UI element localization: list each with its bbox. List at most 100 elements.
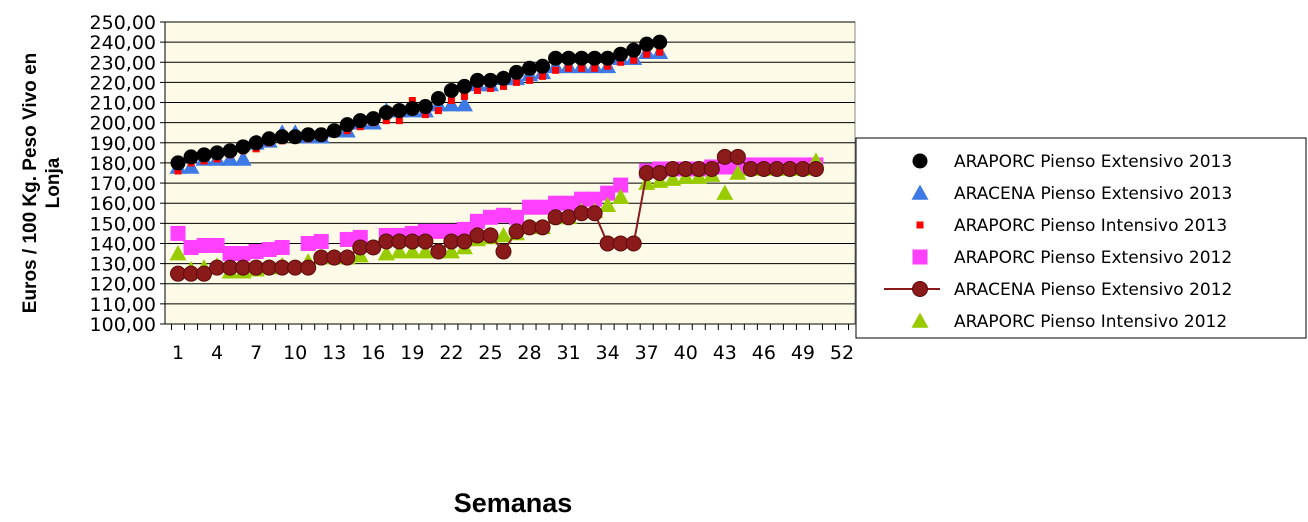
x-tick-label: 25 — [478, 342, 502, 364]
data-point — [455, 96, 473, 112]
data-point — [456, 221, 472, 237]
data-point — [807, 160, 824, 177]
x-tick-label: 34 — [596, 342, 620, 364]
data-point — [300, 127, 316, 143]
data-point — [434, 107, 442, 115]
data-point — [339, 117, 355, 133]
data-point — [625, 235, 642, 252]
data-point — [499, 82, 507, 90]
legend-item: ARAPORC Pienso Intensivo 2012 — [911, 312, 1227, 332]
data-point — [534, 219, 551, 236]
data-point — [565, 64, 573, 72]
x-axis-title: Semanas — [454, 488, 573, 518]
data-point — [535, 58, 551, 74]
legend-item: ARACENA Pienso Extensivo 2013 — [911, 184, 1232, 204]
y-tick-label: 210,00 — [90, 93, 156, 115]
data-point — [196, 147, 212, 163]
y-tick-label: 150,00 — [90, 213, 156, 235]
data-point — [430, 223, 446, 239]
legend-marker — [912, 281, 928, 297]
data-point — [417, 99, 433, 115]
data-point — [365, 111, 381, 127]
data-point — [587, 50, 603, 66]
data-point — [326, 123, 342, 139]
data-point — [469, 213, 485, 229]
x-tick-label: 4 — [211, 342, 223, 364]
data-point — [391, 103, 407, 119]
x-tick-label: 10 — [283, 342, 307, 364]
y-tick-label: 250,00 — [90, 12, 156, 34]
data-point — [652, 34, 668, 50]
data-point — [209, 237, 225, 253]
data-point — [313, 233, 329, 249]
legend-marker — [916, 221, 924, 229]
data-point — [586, 205, 603, 222]
data-point — [339, 249, 356, 266]
data-point — [300, 259, 317, 276]
y-tick-label: 180,00 — [90, 153, 156, 175]
data-point — [578, 64, 586, 72]
y-tick-label: 110,00 — [90, 294, 156, 316]
legend-marker — [912, 153, 928, 169]
data-point — [416, 243, 434, 259]
data-point — [703, 160, 720, 177]
data-point — [352, 113, 368, 129]
x-tick-label: 46 — [752, 342, 776, 364]
data-point — [430, 91, 446, 107]
data-point — [591, 64, 599, 72]
legend-label: ARAPORC Pienso Extensivo 2012 — [954, 248, 1232, 268]
data-point — [469, 72, 485, 88]
data-point — [526, 76, 534, 84]
data-point — [408, 97, 416, 105]
data-point — [495, 243, 512, 260]
data-point — [417, 233, 434, 250]
data-point — [495, 70, 511, 86]
data-point — [170, 155, 186, 171]
data-point — [174, 167, 182, 175]
data-point — [395, 117, 403, 125]
legend-item: ARAPORC Pienso Extensivo 2012 — [912, 248, 1232, 268]
data-point — [574, 50, 590, 66]
data-point — [261, 131, 277, 147]
data-point — [513, 78, 521, 86]
data-point — [482, 227, 499, 244]
legend-marker — [911, 312, 929, 328]
data-point — [442, 243, 460, 259]
y-tick-label: 100,00 — [90, 314, 156, 336]
data-point — [716, 184, 734, 200]
data-point — [313, 127, 329, 143]
data-point — [222, 143, 238, 159]
legend-item: ARAPORC Pienso Intensivo 2013 — [916, 216, 1227, 236]
data-point — [261, 242, 277, 258]
x-tick-label: 31 — [556, 342, 580, 364]
data-point — [421, 111, 429, 119]
data-point — [600, 50, 616, 66]
data-point — [382, 117, 390, 125]
x-tick-label: 22 — [439, 342, 463, 364]
y-tick-label: 160,00 — [90, 193, 156, 215]
legend-box — [855, 137, 1307, 339]
data-point — [494, 226, 512, 243]
data-point — [390, 243, 408, 259]
y-axis-title-line: Lonja — [43, 157, 64, 208]
data-point — [548, 195, 564, 211]
data-point — [561, 195, 577, 211]
legend-item: ARACENA Pienso Extensivo 2012 — [884, 280, 1232, 300]
legend-label: ARAPORC Pienso Extensivo 2013 — [954, 152, 1232, 172]
data-point — [235, 246, 251, 262]
data-point — [729, 164, 747, 180]
data-point — [365, 239, 382, 256]
data-point — [548, 50, 564, 66]
x-tick-label: 40 — [674, 342, 698, 364]
data-point — [638, 174, 656, 190]
data-point — [447, 97, 455, 105]
data-point — [509, 209, 525, 225]
data-series — [169, 34, 825, 282]
data-point — [486, 84, 494, 92]
data-point — [522, 60, 538, 76]
data-point — [169, 245, 187, 261]
legend-marker — [912, 249, 928, 265]
data-point — [430, 243, 447, 260]
data-point — [612, 188, 630, 204]
data-point — [248, 244, 264, 260]
